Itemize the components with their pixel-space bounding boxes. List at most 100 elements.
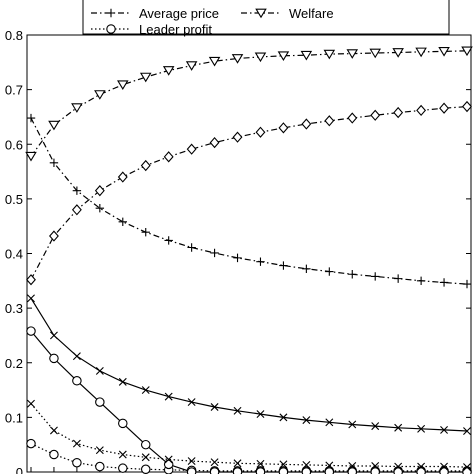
plus-marker xyxy=(279,261,288,270)
circle-marker xyxy=(118,418,128,429)
triangle-down-marker xyxy=(255,8,267,19)
x-marker xyxy=(233,459,242,468)
circle-marker xyxy=(255,467,266,474)
series-average-price xyxy=(26,113,472,289)
x-marker xyxy=(371,462,380,470)
x-marker xyxy=(394,423,403,432)
diamond-marker xyxy=(163,151,174,163)
x-marker xyxy=(27,294,35,303)
x-marker xyxy=(187,457,196,466)
triangle-down-marker xyxy=(277,51,290,62)
plus-marker xyxy=(371,272,380,281)
circle-marker xyxy=(140,439,151,450)
x-marker xyxy=(394,462,403,471)
diamond-marker xyxy=(255,126,266,138)
x-marker xyxy=(279,460,288,469)
series-line xyxy=(30,50,468,157)
circle-marker xyxy=(209,467,220,474)
triangle-down-marker xyxy=(94,90,106,100)
circle-marker xyxy=(347,467,358,474)
triangle-down-marker xyxy=(185,61,198,71)
y-tick-label: 0.2 xyxy=(5,356,23,371)
x-marker xyxy=(27,399,35,408)
x-marker xyxy=(302,460,311,469)
x-marker xyxy=(49,426,58,435)
triangle-down-marker xyxy=(461,46,473,57)
series-unlabeled-6 xyxy=(27,399,471,472)
plus-marker xyxy=(325,267,334,276)
plus-marker xyxy=(416,276,426,286)
x-marker xyxy=(463,427,471,435)
series-leader-profit xyxy=(26,438,472,474)
triangle-down-marker xyxy=(117,80,129,90)
plus-marker xyxy=(348,270,357,279)
legend-box xyxy=(82,0,450,35)
triangle-down-marker xyxy=(346,49,359,59)
diamond-marker xyxy=(209,136,220,149)
y-tick-label: 0.7 xyxy=(5,83,23,98)
diamond-marker xyxy=(324,115,335,127)
legend-label: Average price xyxy=(139,6,219,21)
plus-marker xyxy=(302,264,311,273)
y-tick-label: 0.1 xyxy=(5,410,23,425)
circle-marker xyxy=(163,459,174,470)
diamond-marker xyxy=(232,131,243,143)
y-tick-label: 0.3 xyxy=(5,301,23,316)
legend: Average price Welfare Leader profit xyxy=(82,0,450,37)
series-layer xyxy=(25,46,473,474)
diamond-marker xyxy=(393,106,404,119)
circle-marker xyxy=(118,463,128,473)
plus-marker xyxy=(118,217,127,227)
diamond-marker xyxy=(347,112,358,124)
plus-marker xyxy=(210,248,219,258)
plus-marker xyxy=(164,236,173,245)
legend-label: Leader profit xyxy=(139,22,212,37)
circle-marker xyxy=(26,438,36,449)
plus-marker xyxy=(393,274,403,283)
circle-marker xyxy=(324,467,335,474)
circle-marker xyxy=(49,353,59,364)
triangle-down-marker xyxy=(48,120,60,131)
x-marker xyxy=(118,450,127,459)
triangle-down-marker xyxy=(415,47,427,58)
x-marker xyxy=(256,410,265,419)
plus-marker xyxy=(439,278,449,287)
x-marker xyxy=(348,462,357,470)
circle-marker xyxy=(72,457,82,468)
circle-marker xyxy=(49,449,59,460)
y-tick-label: 0 xyxy=(16,465,23,474)
series-line xyxy=(30,403,468,468)
circle-marker xyxy=(186,467,197,474)
triangle-down-marker xyxy=(231,54,244,64)
triangle-down-marker xyxy=(300,50,313,61)
diamond-marker xyxy=(186,143,197,155)
triangle-down-marker xyxy=(323,49,336,60)
circle-marker xyxy=(462,467,472,474)
triangle-down-marker xyxy=(208,56,221,67)
diamond-marker xyxy=(278,122,289,134)
circle-marker xyxy=(72,376,82,386)
y-tick-label: 0.8 xyxy=(5,28,23,43)
x-marker xyxy=(302,416,311,425)
x-marker xyxy=(141,453,150,462)
triangle-down-marker xyxy=(254,52,267,63)
plus-marker xyxy=(106,8,116,18)
plus-marker xyxy=(187,243,196,252)
plus-marker xyxy=(256,257,265,266)
y-tick-label: 0.6 xyxy=(5,137,23,152)
x-marker xyxy=(49,331,58,340)
y-tick-label: 0.5 xyxy=(5,192,23,207)
x-marker xyxy=(95,366,104,375)
x-marker xyxy=(118,377,127,386)
diamond-marker xyxy=(94,185,105,197)
x-marker xyxy=(348,420,357,429)
diamond-marker xyxy=(462,100,472,113)
series-line xyxy=(30,106,468,280)
series-line xyxy=(30,297,468,432)
x-marker xyxy=(95,446,104,455)
plus-marker xyxy=(49,158,59,168)
triangle-down-marker xyxy=(25,151,37,162)
x-marker xyxy=(440,462,449,471)
legend-entry: Average price xyxy=(91,6,219,21)
diamond-marker xyxy=(49,230,59,242)
